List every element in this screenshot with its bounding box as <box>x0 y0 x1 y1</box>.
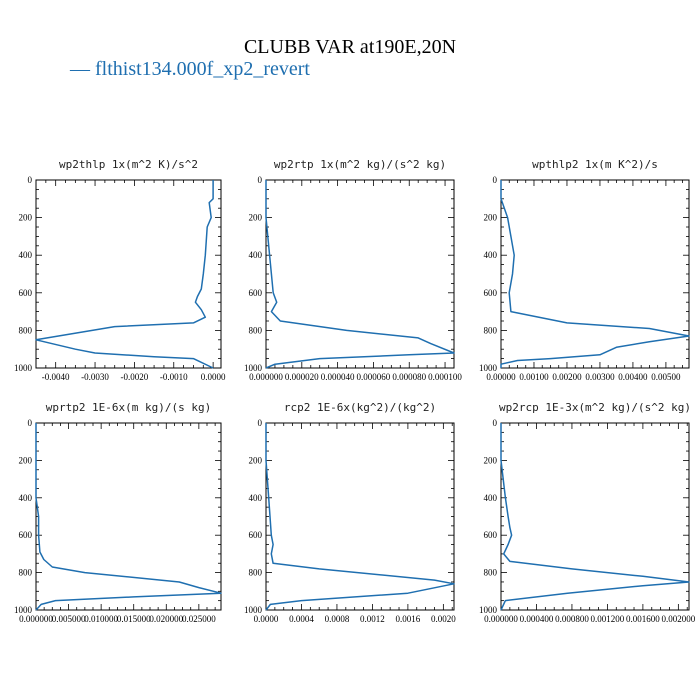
y-tick-label: 1000 <box>14 605 33 615</box>
x-tick-label: 0.0004 <box>289 614 314 624</box>
y-tick-label: 0 <box>28 418 33 428</box>
y-tick-label: 200 <box>19 213 33 223</box>
x-tick-label: 0.0012 <box>360 614 385 624</box>
x-tick-label: 0.0000 <box>254 614 279 624</box>
y-tick-label: 1000 <box>479 605 498 615</box>
x-tick-label: 0.00400 <box>618 372 648 382</box>
y-tick-label: 600 <box>484 288 498 298</box>
y-tick-label: 0 <box>258 418 263 428</box>
y-tick-label: 200 <box>484 455 498 465</box>
x-tick-label: -0.0010 <box>160 372 188 382</box>
panel-title: wpthlp2 1x(m K^2)/s <box>532 158 658 171</box>
x-tick-label: 0.000800 <box>555 614 589 624</box>
chart-panel-1: wp2thlp 1x(m^2 K)/s^2 0 200 400 600 800 1000 -0… <box>14 158 226 382</box>
y-tick-label: 200 <box>249 455 263 465</box>
plot-frame <box>265 422 455 611</box>
series-line-1 <box>265 180 455 369</box>
x-tick-label: -0.0020 <box>121 372 149 382</box>
series-line-1 <box>500 423 690 611</box>
plot-frame <box>35 422 222 611</box>
y-tick-label: 600 <box>249 530 263 540</box>
y-tick-label: 1000 <box>14 363 33 373</box>
chart-panel-3: wpthlp2 1x(m K^2)/s020040060080010000.00… <box>479 158 690 382</box>
x-tick-label: 0.010000 <box>84 614 118 624</box>
x-tick-label: 0.020000 <box>149 614 183 624</box>
chart-main-title: CLUBB VAR at190E,20N <box>243 36 457 58</box>
x-tick-label: 0.002000 <box>661 614 695 624</box>
y-tick-label: 1000 <box>244 605 263 615</box>
panel-title: rcp2 1E-6x(kg^2)/(kg^2) <box>284 401 436 414</box>
x-tick-label: 0.000040 <box>321 372 355 382</box>
y-tick-label: 800 <box>484 568 498 578</box>
plot-frame <box>265 179 455 369</box>
chart-panel-5: rcp2 1E-6x(kg^2)/(kg^2) 0 200 400 600 800 1000… <box>244 401 456 624</box>
x-tick-label: 0.000100 <box>428 372 462 382</box>
x-tick-label: 0.015000 <box>117 614 151 624</box>
y-tick-label: 0 <box>258 175 263 185</box>
x-tick-label: 0.000400 <box>520 614 554 624</box>
series-line-1 <box>265 423 455 611</box>
y-tick-label: 600 <box>249 288 263 298</box>
y-tick-label: 600 <box>484 530 498 540</box>
y-tick-label: 800 <box>19 325 33 335</box>
x-tick-label: 0.00300 <box>585 372 615 382</box>
chart-panel-6: wp2rcp 1E-3x(m^2 kg)/(s^2 kg)0 200 400 600 8… <box>479 401 696 624</box>
x-tick-label: 0.000000 <box>484 614 518 624</box>
y-tick-label: 0 <box>493 175 498 185</box>
x-tick-label: -0.0030 <box>81 372 109 382</box>
x-tick-label: 0.00500 <box>651 372 681 382</box>
panel-title: wprtp2 1E-6x(m kg)/(s kg) <box>46 401 212 414</box>
y-tick-label: 0 <box>493 418 498 428</box>
panel-title: wp2rcp 1E-3x(m^2 kg)/(s^2 kg) <box>499 401 691 414</box>
y-tick-label: 0 <box>28 175 33 185</box>
y-tick-label: 400 <box>19 250 33 260</box>
y-tick-label: 400 <box>249 493 263 503</box>
x-tick-label: 0.000080 <box>392 372 426 382</box>
x-tick-label: 0.000000 <box>249 372 283 382</box>
x-tick-label: 0.0016 <box>396 614 421 624</box>
chart-panel-2: wp2rtp 1x(m^2 kg)/(s^2 kg) 0 200 400 600 800 1… <box>244 158 462 382</box>
x-tick-label: 0.0000 <box>201 372 226 382</box>
y-tick-label: 1000 <box>244 363 263 373</box>
plot-frame <box>500 422 690 611</box>
y-tick-label: 400 <box>484 250 498 260</box>
y-tick-label: 200 <box>484 213 498 223</box>
x-tick-label: 0.0020 <box>431 614 456 624</box>
series-line-1 <box>35 423 222 611</box>
plot-frame <box>35 179 222 369</box>
x-tick-label: 0.000020 <box>285 372 319 382</box>
y-tick-label: 800 <box>249 568 263 578</box>
y-tick-label: 200 <box>249 213 263 223</box>
x-tick-label: 0.005000 <box>52 614 86 624</box>
panel-title: wp2rtp 1x(m^2 kg)/(s^2 kg) <box>274 158 446 171</box>
x-tick-label: 0.0008 <box>325 614 350 624</box>
y-tick-label: 800 <box>484 325 498 335</box>
x-tick-label: 0.00200 <box>552 372 582 382</box>
y-tick-label: 400 <box>249 250 263 260</box>
panel-title: wp2thlp 1x(m^2 K)/s^2 <box>59 158 198 171</box>
x-tick-label: -0.0040 <box>42 372 70 382</box>
x-tick-label: 0.025000 <box>182 614 216 624</box>
y-tick-label: 1000 <box>479 363 498 373</box>
x-tick-label: 0.000060 <box>357 372 391 382</box>
y-tick-label: 800 <box>19 568 33 578</box>
series-line-1 <box>500 180 690 368</box>
x-tick-label: 0.00000 <box>486 372 516 382</box>
y-tick-label: 800 <box>249 325 263 335</box>
series-line-1 <box>35 180 214 369</box>
y-tick-label: 400 <box>484 493 498 503</box>
y-tick-label: 600 <box>19 530 33 540</box>
chart-panel-4: wprtp2 1E-6x(m kg)/(s kg) 0 200 400 600 800 10… <box>14 401 222 624</box>
x-tick-label: 0.001200 <box>591 614 625 624</box>
y-tick-label: 400 <box>19 493 33 503</box>
x-tick-label: 0.00100 <box>519 372 549 382</box>
y-tick-label: 600 <box>19 288 33 298</box>
x-tick-label: 0.000000 <box>19 614 53 624</box>
legend-entry: — flthist134.000f_xp2_revert <box>70 58 310 80</box>
y-tick-label: 200 <box>19 455 33 465</box>
x-tick-label: 0.001600 <box>626 614 660 624</box>
